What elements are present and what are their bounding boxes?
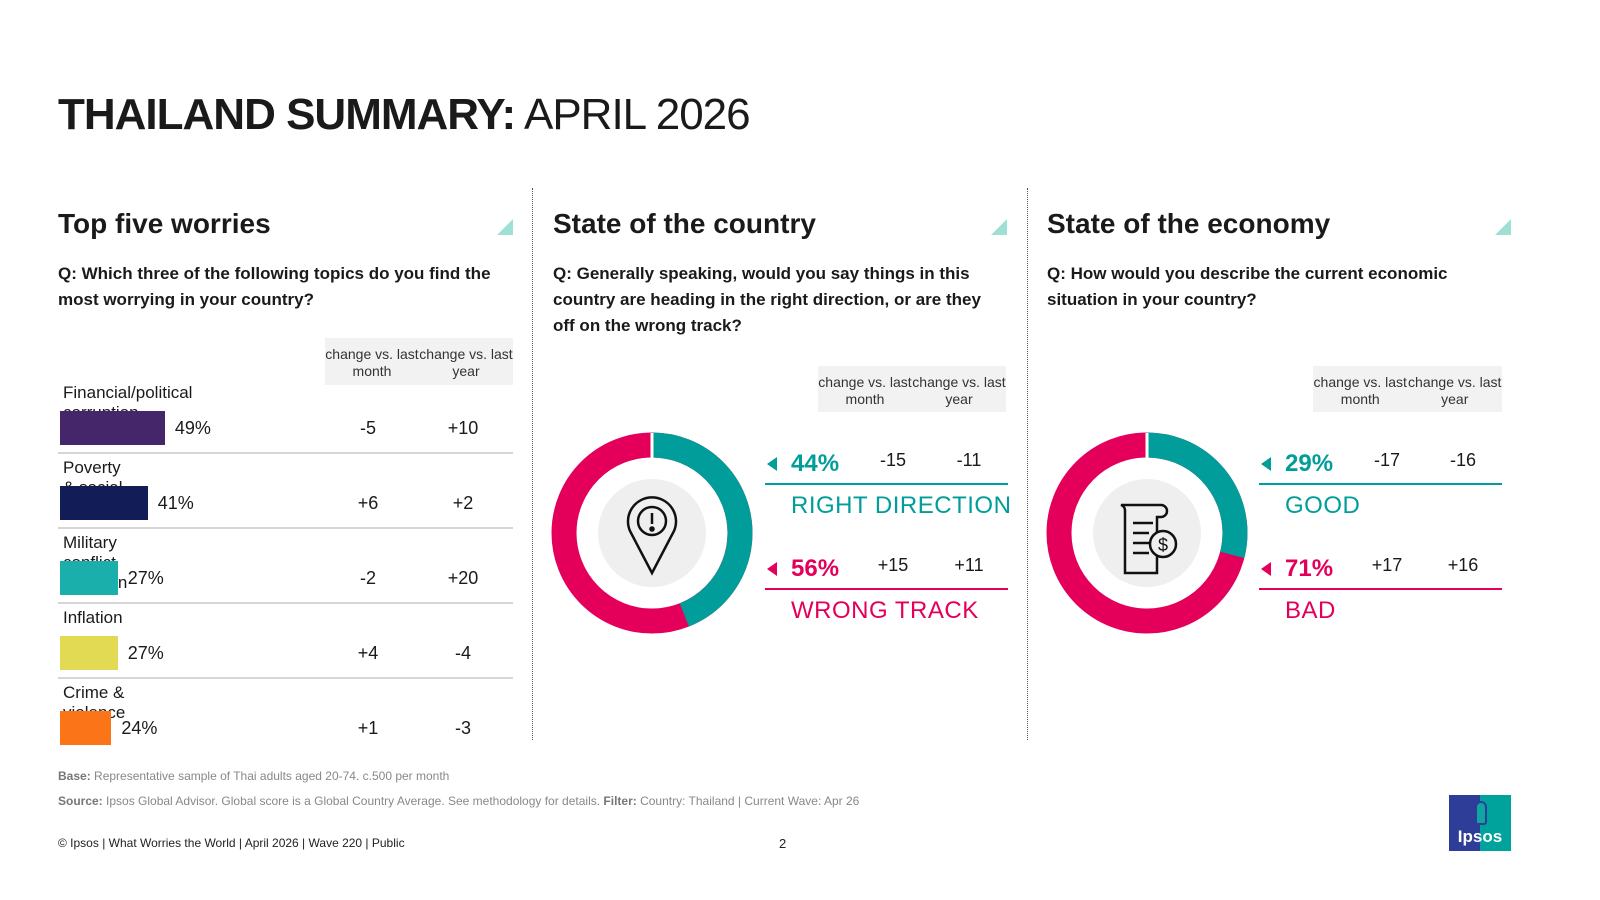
change-month: -17 [1373,450,1400,470]
negative-pct: 56% [791,555,840,582]
filter-label: Filter: [603,794,637,808]
positive-arrow-icon [1261,457,1271,471]
positive-pct: 29% [1285,450,1334,477]
row-divider [58,527,513,529]
base-note: Base: Representative sample of Thai adul… [58,769,449,783]
worries-question: Q: Which three of the following topics d… [58,264,491,309]
page-title: THAILAND SUMMARY: APRIL 2026 [58,90,751,140]
worry-bar [60,486,148,520]
location-alert-icon [626,496,678,576]
source-note: Source: Ipsos Global Advisor. Global sco… [58,794,859,808]
header-month: change vs. last month [1313,374,1407,407]
filter-text: Country: Thailand | Current Wave: Apr 26 [636,794,860,808]
economy-column-header: change vs. last month change vs. last ye… [1313,366,1502,412]
change-year: +20 [447,568,479,588]
positive-label: RIGHT DIRECTION [791,492,1012,519]
page-number: 2 [779,836,787,851]
worry-pct: 41% [157,493,194,513]
country-column-header: change vs. last month change vs. last ye… [818,366,1006,412]
worry-label: Inflation [63,608,123,627]
logo-head-icon [1475,801,1487,825]
worry-bar [60,561,118,595]
change-year: -11 [956,450,982,470]
invoice-dollar-icon: $ [1120,503,1178,575]
change-month: +4 [357,643,379,663]
change-month: -5 [359,418,376,438]
header-month: change vs. last month [325,346,419,379]
ipsos-logo: Ipsos [1449,795,1511,851]
negative-label: WRONG TRACK [791,597,979,624]
header-year: change vs. last year [419,346,513,379]
economy-title: State of the economy [1047,208,1331,239]
column-divider [532,188,533,740]
change-year: -4 [454,643,471,663]
worry-pct: 27% [127,568,164,588]
row-divider [58,602,513,604]
country-title: State of the country [553,208,816,239]
change-month: -15 [879,450,906,470]
change-year: -16 [1449,450,1476,470]
source-text: Ipsos Global Advisor. Global score is a … [102,794,604,808]
worry-bar [60,711,112,745]
negative-underline [765,588,1008,590]
country-question: Q: Generally speaking, would you say thi… [553,264,981,335]
worry-pct: 24% [121,718,158,738]
change-year: +11 [954,555,984,575]
worry-pct: 27% [127,643,164,663]
positive-pct: 44% [791,450,840,477]
negative-label: BAD [1285,597,1336,624]
change-year: +2 [452,493,474,513]
worries-column-header: change vs. last month change vs. last ye… [325,338,513,385]
positive-underline [765,483,1008,485]
positive-label: GOOD [1285,492,1361,519]
row-divider [58,677,513,679]
donut-center [598,479,706,587]
donut-chart: $ [1046,432,1248,634]
change-month: +1 [357,718,379,738]
copyright: © Ipsos | What Worries the World | April… [58,836,405,850]
change-month: +6 [357,493,379,513]
negative-underline [1259,588,1502,590]
header-month: change vs. last month [818,374,912,407]
svg-text:$: $ [1158,535,1168,555]
change-year: -3 [454,718,471,738]
positive-arrow-icon [767,457,777,471]
worry-bar [60,636,118,670]
title-light: APRIL 2026 [515,90,751,139]
change-month: -2 [359,568,376,588]
change-month: +17 [1371,555,1403,575]
worry-pct: 49% [174,418,211,438]
economy-question: Q: How would you describe the current ec… [1047,264,1448,309]
base-label: Base: [58,769,91,783]
corner-triangle-icon [497,219,513,235]
header-year: change vs. last year [1408,374,1502,407]
logo-text: Ipsos [1457,827,1503,846]
base-text: Representative sample of Thai adults age… [90,769,450,783]
negative-pct: 71% [1285,555,1334,582]
negative-arrow-icon [767,562,777,576]
source-label: Source: [58,794,103,808]
donut-chart [551,432,753,634]
corner-triangle-icon [991,219,1007,235]
change-year: +16 [1447,555,1479,575]
change-year: +10 [447,418,479,438]
column-divider [1027,188,1028,740]
negative-arrow-icon [1261,562,1271,576]
worries-title: Top five worries [58,208,271,239]
title-bold: THAILAND SUMMARY: [58,90,516,139]
row-divider [58,452,513,454]
change-month: +15 [877,555,909,575]
corner-triangle-icon [1495,219,1511,235]
header-year: change vs. last year [912,374,1006,407]
positive-underline [1259,483,1502,485]
worry-bar [60,411,165,445]
